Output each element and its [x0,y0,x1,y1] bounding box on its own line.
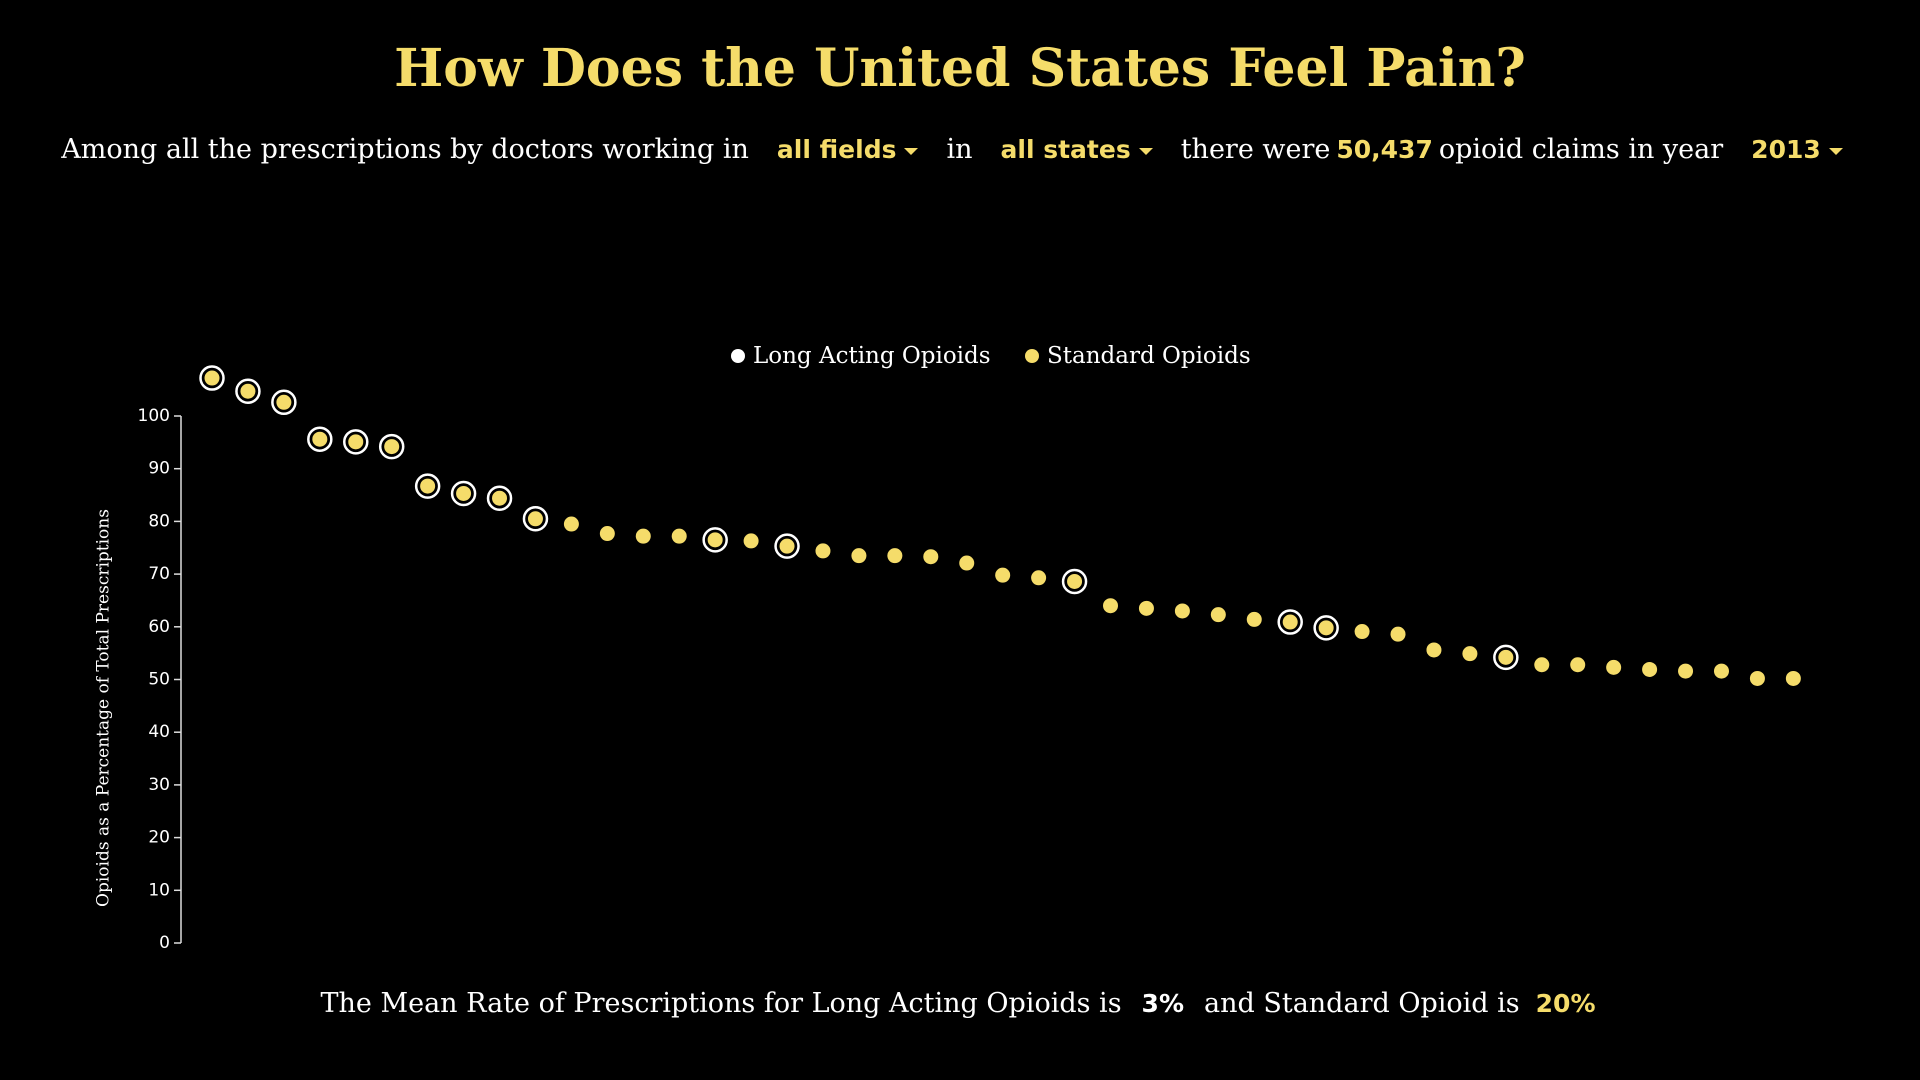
standard-point [1031,570,1047,586]
standard-point [1103,598,1118,614]
standard-point [563,516,579,532]
standard-point [1210,607,1226,623]
y-tick-label: 30 [148,775,170,795]
y-tick-label: 80 [148,511,170,531]
page-title: How Does the United States Feel Pain? [394,38,1526,99]
standard-point [1174,603,1190,619]
field-dropdown[interactable]: all fields [777,135,919,164]
long-rate: 3% [1141,989,1184,1018]
standard-point [1067,573,1083,589]
text: there were [1180,134,1331,165]
summary-line: Among all the prescriptions by doctors w… [0,134,1920,165]
standard-point [312,431,328,447]
year-dropdown[interactable]: 2013 [1751,135,1843,164]
y-tick-label: 70 [148,564,170,584]
standard-point [1534,657,1550,673]
standard-point [671,528,687,544]
standard-point [492,490,508,506]
claims-count: 50,437 [1336,135,1433,164]
y-tick-label: 90 [148,459,170,479]
standard-point [1749,670,1765,686]
standard-point [276,394,292,410]
standard-point [1498,649,1514,665]
standard-point [240,383,256,399]
text: The Mean Rate of Prescriptions for Long … [320,988,1122,1019]
standard-point [456,485,472,501]
legend-swatch [731,349,745,363]
standard-point [959,555,975,571]
standard-point [1138,600,1154,616]
text: Among all the prescriptions by doctors w… [61,134,749,165]
standard-point [1606,659,1622,675]
standard-point [599,526,615,542]
legend-label: Standard Opioids [1047,343,1251,369]
standard-point [384,439,400,455]
text: and Standard Opioid is [1204,988,1520,1019]
y-tick-label: 60 [148,617,170,637]
standard-point [1713,663,1729,679]
y-tick-label: 50 [148,670,170,690]
standard-point [1678,663,1694,679]
standard-point [635,528,651,544]
standard-point [1642,661,1658,677]
standard-point [1318,620,1334,636]
standard-point [995,567,1011,583]
y-axis-label: Opioids as a Percentage of Total Prescri… [94,509,114,907]
standard-point [923,549,939,565]
y-tick-label: 40 [148,722,170,742]
standard-point [348,434,364,450]
standard-rate: 20% [1535,989,1596,1018]
standard-point [1282,614,1298,630]
standard-point [887,548,903,564]
standard-point [1785,670,1801,686]
text: opioid claims in year [1438,134,1724,165]
standard-point [743,533,759,549]
y-tick-label: 20 [148,828,170,848]
standard-point [1462,646,1478,662]
y-tick-label: 10 [148,880,170,900]
standard-point [204,370,220,386]
state-dropdown[interactable]: all states [1001,135,1153,164]
standard-point [1570,657,1586,673]
standard-point [1426,642,1442,658]
standard-point [1246,611,1262,627]
text: in [946,134,973,165]
legend-label: Long Acting Opioids [753,343,991,369]
standard-point [1390,626,1406,642]
standard-point [707,532,723,548]
y-tick-label: 0 [159,933,170,953]
standard-point [815,543,831,559]
standard-point [527,511,543,527]
standard-point [420,478,436,494]
standard-point [1354,624,1370,640]
standard-point [851,548,867,564]
standard-point [779,538,795,554]
legend-swatch [1025,349,1039,363]
footer-line: The Mean Rate of Prescriptions for Long … [0,988,1920,1019]
y-tick-label: 100 [138,406,170,426]
